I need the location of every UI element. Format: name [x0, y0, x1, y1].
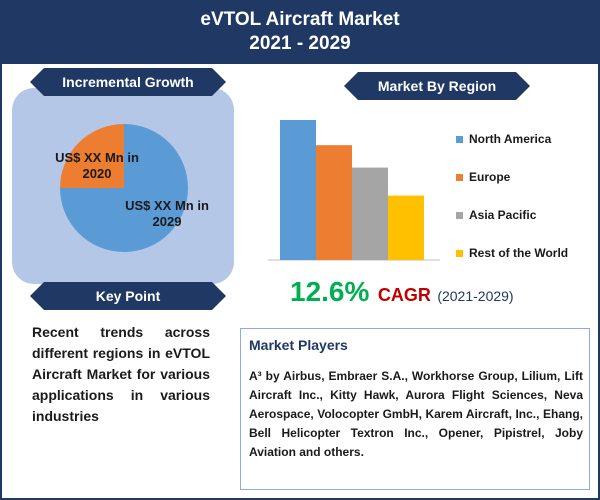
legend-item: Asia Pacific: [456, 196, 568, 234]
bar-north-america: [280, 120, 316, 260]
market-players-box: Market Players A³ by Airbus, Embraer S.A…: [240, 328, 590, 490]
legend-swatch: [456, 249, 463, 257]
legend-swatch: [456, 211, 463, 219]
market-players-text: A³ by Airbus, Embraer S.A., Workhorse Gr…: [249, 369, 583, 459]
page-title: eVTOL Aircraft Market: [200, 9, 400, 30]
legend-swatch: [456, 135, 463, 143]
pie-label-2020: US$ XX Mn in 2020: [55, 150, 139, 181]
market-players-title: Market Players: [249, 337, 348, 353]
bar-europe: [316, 145, 352, 260]
cagr-label: CAGR: [377, 285, 431, 305]
page-subtitle: 2021 - 2029: [249, 33, 351, 54]
pie-slice-2029: [60, 124, 188, 252]
legend-label: Europe: [469, 170, 511, 184]
bar-rest-of-the-world: [388, 195, 424, 260]
bar-asia-pacific: [352, 167, 388, 260]
legend-swatch: [456, 173, 463, 181]
header: eVTOL Aircraft Market 2021 - 2029: [2, 2, 598, 64]
legend-item: Rest of the World: [456, 234, 568, 272]
incremental-growth-ribbon: Incremental Growth: [30, 68, 226, 96]
legend-label: North America: [469, 132, 552, 146]
cagr-value: 12.6%: [290, 276, 370, 307]
legend-label: Asia Pacific: [469, 208, 537, 222]
cagr-block: 12.6% CAGR (2021-2029): [290, 276, 550, 308]
legend-item: Europe: [456, 158, 568, 196]
key-point-text: Recent trends across different regions i…: [32, 324, 210, 424]
cagr-period: (2021-2029): [437, 288, 514, 304]
region-legend: North America Europe Asia Pacific Rest of t…: [456, 120, 568, 272]
market-by-region-ribbon: Market By Region: [344, 72, 530, 100]
pie-label-2029: US$ XX Mn in 2029: [125, 198, 209, 229]
legend-item: North America: [456, 120, 568, 158]
legend-label: Rest of the World: [469, 246, 569, 260]
pie-slice-2020: [60, 124, 124, 188]
key-point-ribbon: Key Point: [30, 282, 226, 310]
